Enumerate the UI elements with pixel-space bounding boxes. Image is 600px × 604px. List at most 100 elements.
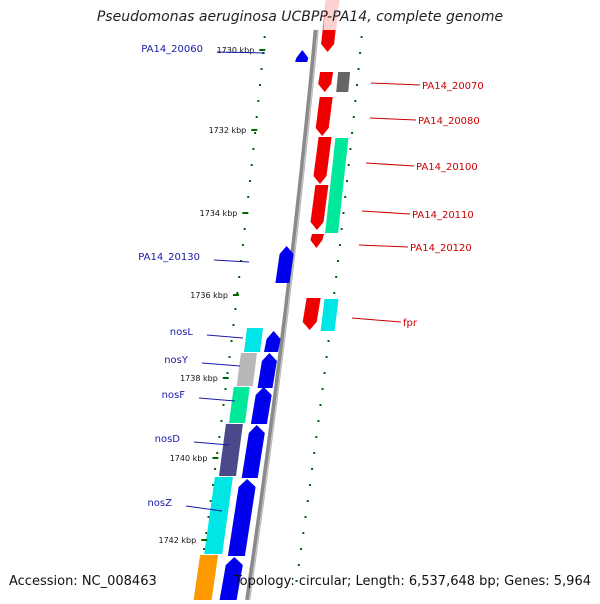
gene-label-left: PA14_20060 bbox=[141, 44, 203, 55]
ring-dot bbox=[258, 84, 261, 86]
scale-tick bbox=[222, 377, 229, 379]
ring-dot bbox=[308, 484, 311, 486]
scale-label: 1734 kbp bbox=[200, 209, 238, 218]
ring-dot bbox=[333, 292, 336, 294]
ring-dot bbox=[263, 36, 266, 38]
gene-label-right: PA14_20120 bbox=[410, 243, 472, 254]
ring-dot bbox=[345, 180, 348, 182]
leader-line bbox=[361, 210, 411, 215]
gene-label-right: PA14_20110 bbox=[412, 210, 474, 221]
gene-label-right: PA14_20100 bbox=[416, 162, 478, 173]
leader-line bbox=[370, 82, 421, 86]
ring-dot bbox=[352, 116, 355, 118]
ring-dot bbox=[254, 132, 257, 134]
cog-bar bbox=[193, 555, 219, 600]
gene-fpr bbox=[302, 298, 321, 330]
ring-dot bbox=[354, 100, 357, 102]
backbone-highlight bbox=[248, 29, 319, 601]
ring-dot bbox=[357, 68, 360, 70]
ring-dot bbox=[234, 308, 237, 310]
leader-line bbox=[213, 259, 250, 263]
gene-label-right: PA14_20080 bbox=[418, 116, 480, 127]
ring-dot bbox=[304, 516, 307, 518]
ring-dot bbox=[247, 196, 250, 198]
ring-dot bbox=[224, 388, 227, 390]
ring-dot bbox=[207, 516, 210, 518]
ring-dot bbox=[260, 68, 263, 70]
ring-dot bbox=[349, 148, 352, 150]
ring-dot bbox=[338, 244, 341, 246]
scale-tick bbox=[212, 457, 219, 459]
gene-label-right: PA14_20070 bbox=[422, 81, 484, 92]
ring-dot bbox=[220, 420, 223, 422]
ring-dot bbox=[250, 164, 253, 166]
gene-label-left: nosL bbox=[170, 327, 194, 338]
cog-bar bbox=[336, 72, 351, 92]
gene-pa14-20100 bbox=[313, 137, 332, 184]
gene-pa14-20110 bbox=[310, 185, 329, 230]
gene-label-left: PA14_20130 bbox=[138, 252, 200, 263]
gene-pa14-20130 bbox=[275, 246, 294, 283]
ring-dot bbox=[226, 372, 229, 374]
gene-pa14-20080 bbox=[315, 97, 333, 136]
ring-dot bbox=[325, 356, 328, 358]
gene-nosz bbox=[227, 479, 256, 556]
ring-dot bbox=[222, 404, 225, 406]
gene-label-left: nosF bbox=[162, 390, 186, 401]
scale-label: 1738 kbp bbox=[180, 374, 218, 383]
ring-dot bbox=[243, 228, 246, 230]
scale-label: 1730 kbp bbox=[217, 46, 255, 55]
cog-bar bbox=[320, 299, 339, 331]
ring-dot bbox=[302, 532, 305, 534]
scale-tick bbox=[232, 294, 239, 296]
gene-label-left: nosY bbox=[164, 355, 189, 366]
ring-dot bbox=[238, 276, 241, 278]
cog-bar bbox=[204, 477, 233, 554]
ring-dot bbox=[257, 100, 260, 102]
ring-dot bbox=[347, 164, 350, 166]
ring-dot bbox=[241, 244, 244, 246]
ring-dot bbox=[297, 564, 300, 566]
scale-label: 1736 kbp bbox=[190, 291, 228, 300]
ring-dot bbox=[315, 436, 318, 438]
ring-dot bbox=[351, 132, 354, 134]
ring-dot bbox=[205, 532, 208, 534]
ring-dot bbox=[319, 404, 322, 406]
gene-nosy bbox=[257, 353, 277, 388]
gene-pa14-20120 bbox=[310, 234, 324, 248]
leader-line bbox=[351, 317, 402, 323]
scale-tick bbox=[251, 129, 258, 131]
ring-dot bbox=[218, 436, 221, 438]
gene-nosl bbox=[264, 331, 281, 352]
ring-dot bbox=[203, 548, 206, 550]
ring-dot bbox=[209, 500, 212, 502]
ring-dot bbox=[340, 228, 343, 230]
ring-dot bbox=[321, 388, 324, 390]
ring-dot bbox=[306, 500, 309, 502]
leader-line bbox=[358, 244, 409, 248]
ring-dot bbox=[300, 548, 303, 550]
map-title: Pseudomonas aeruginosa UCBPP-PA14, compl… bbox=[96, 9, 504, 25]
ring-dot bbox=[327, 340, 330, 342]
ring-dot bbox=[211, 484, 214, 486]
scale-label: 1732 kbp bbox=[209, 126, 247, 135]
gene-pa14-20070 bbox=[318, 72, 334, 92]
ring-dot bbox=[252, 148, 255, 150]
ring-dot bbox=[230, 340, 233, 342]
scale-tick bbox=[242, 212, 249, 214]
ring-dot bbox=[214, 468, 217, 470]
ring-dot bbox=[248, 180, 251, 182]
ring-dot bbox=[337, 260, 340, 262]
scale-tick bbox=[201, 539, 208, 541]
gene-pa14-20060 bbox=[295, 50, 309, 62]
gene-nosd bbox=[241, 425, 265, 478]
genome-summary-text: Topology: circular; Length: 6,537,648 bp… bbox=[233, 574, 591, 589]
scale-label: 1742 kbp bbox=[158, 536, 196, 545]
leader-line bbox=[369, 117, 417, 121]
ring-dot bbox=[355, 84, 358, 86]
accession-text: Accession: NC_008463 bbox=[9, 574, 157, 589]
scale-tick bbox=[259, 49, 266, 51]
ring-dot bbox=[359, 52, 362, 54]
ring-dot bbox=[323, 372, 326, 374]
